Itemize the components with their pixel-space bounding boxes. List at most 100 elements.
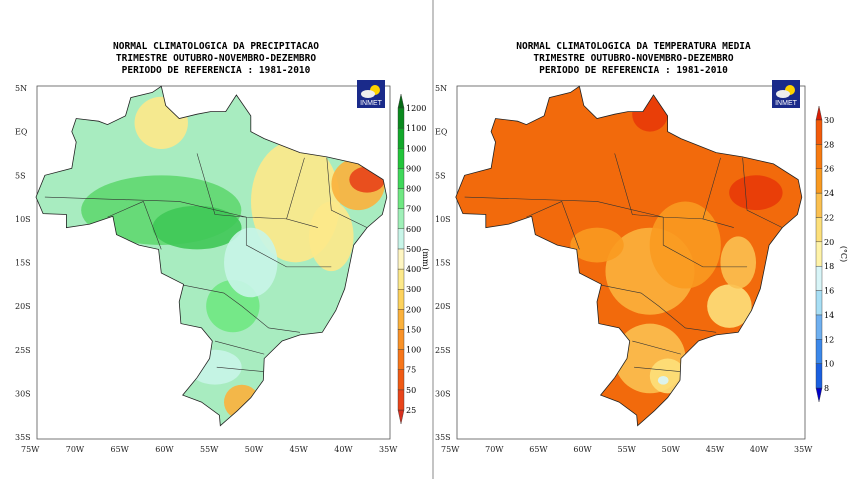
lat-tick-label: 15S — [15, 259, 31, 268]
colorbar-label: 300 — [406, 285, 421, 294]
lat-tick-label: 5S — [15, 171, 26, 180]
colorbar-unit: (°C) — [839, 246, 848, 262]
lat-tick-label: 5N — [435, 84, 447, 93]
colorbar-swatch — [815, 241, 823, 267]
colorbar-label: 12 — [824, 335, 834, 344]
colorbar-label: 14 — [824, 311, 834, 320]
map-frame — [456, 85, 806, 440]
lon-tick-label: 70W — [485, 445, 504, 454]
colorbar-swatch — [397, 268, 405, 290]
colorbar-label: 800 — [406, 185, 421, 194]
colorbar-label: 75 — [406, 366, 416, 375]
state-border — [632, 340, 681, 355]
contour-region — [152, 205, 242, 250]
lon-tick-label: 50W — [662, 445, 681, 454]
state-border — [702, 157, 734, 228]
state-border — [107, 201, 162, 250]
state-border — [286, 157, 318, 228]
colorbar-label: 1200 — [406, 104, 426, 113]
colorbar-label: 1100 — [406, 124, 426, 133]
map-title-line: NORMAL CLIMATOLOGICA DA PRECIPITACAO — [113, 41, 319, 52]
lat-tick-label: 10S — [15, 215, 31, 224]
lat-tick-label: 10S — [435, 215, 451, 224]
colorbar-label: 16 — [824, 287, 834, 296]
colorbar-arrow-top — [815, 105, 823, 121]
colorbar-swatch — [397, 107, 405, 129]
colorbar-label: 22 — [824, 213, 834, 222]
colorbar-swatch — [815, 168, 823, 194]
colorbar-label: 200 — [406, 305, 421, 314]
colorbar-swatch — [397, 168, 405, 189]
map-panel-temperature: NORMAL CLIMATOLOGICA DA TEMPERATURA MEDI… — [435, 41, 848, 454]
map-title-line: PERIODO DE REFERENCIA : 1981-2010 — [122, 65, 311, 76]
colorbar-swatch — [815, 265, 823, 291]
lon-tick-label: 55W — [200, 445, 219, 454]
contour-region — [309, 201, 354, 272]
lat-tick-label: 5N — [15, 84, 27, 93]
colorbar-swatch — [397, 329, 405, 350]
map-title-line: TRIMESTRE OUTUBRO-NOVEMBRO-DEZEMBRO — [116, 53, 316, 64]
colorbar-label: 900 — [406, 164, 421, 173]
contour-region — [134, 96, 188, 149]
map-title-line: NORMAL CLIMATOLOGICA DA TEMPERATURA MEDI… — [516, 41, 751, 52]
colorbar-swatch — [815, 363, 823, 389]
contour-region — [224, 227, 278, 298]
state-border — [214, 340, 265, 355]
contour-region — [349, 166, 385, 193]
colorbar-label: 18 — [824, 262, 834, 271]
state-border — [44, 196, 287, 220]
state-border — [464, 196, 703, 220]
map-frame — [36, 85, 391, 440]
lon-tick-label: 65W — [529, 445, 548, 454]
contour-region — [657, 375, 669, 385]
colorbar-label: 20 — [824, 238, 834, 247]
map-title-line: PERIODO DE REFERENCIA : 1981-2010 — [539, 65, 728, 76]
lat-tick-label: 20S — [15, 302, 31, 311]
colorbar-swatch — [815, 192, 823, 218]
colorbar-swatch — [397, 228, 405, 250]
contour-region — [570, 227, 624, 263]
contour-region — [632, 96, 668, 132]
lon-tick-label: 65W — [111, 445, 130, 454]
colorbar-label: 28 — [824, 140, 834, 149]
colorbar-unit: (mm) — [421, 248, 430, 269]
lon-tick-label: 45W — [706, 445, 725, 454]
colorbar-swatch — [815, 314, 823, 340]
colorbar-arrow-bottom — [397, 409, 405, 425]
lat-tick-label: 35S — [435, 433, 451, 442]
lat-tick-label: 25S — [435, 346, 451, 355]
colorbar-label: 8 — [824, 384, 829, 393]
lon-tick-label: 75W — [441, 445, 460, 454]
colorbar-swatch — [815, 119, 823, 145]
colorbar-swatch — [397, 127, 405, 149]
lat-tick-label: EQ — [15, 128, 28, 137]
map-title-line: TRIMESTRE OUTUBRO-NOVEMBRO-DEZEMBRO — [533, 53, 733, 64]
contour-region — [707, 284, 752, 328]
lat-tick-label: EQ — [435, 128, 448, 137]
lat-tick-label: 5S — [435, 171, 446, 180]
colorbar-label: 700 — [406, 205, 421, 214]
colorbar-swatch — [397, 289, 405, 310]
colorbar-swatch — [397, 369, 405, 391]
lon-tick-label: 60W — [573, 445, 592, 454]
logo-text: INMET — [360, 100, 383, 107]
lat-tick-label: 30S — [435, 389, 451, 398]
contour-region — [224, 384, 260, 420]
colorbar-swatch — [397, 349, 405, 370]
state-border — [526, 201, 580, 250]
colorbar-swatch — [815, 217, 823, 243]
colorbar-arrow-bottom — [815, 387, 823, 403]
state-border — [662, 217, 748, 268]
colorbar-label: 50 — [406, 386, 416, 395]
colorbar: 8 10 12 14 16 18 20 22 24 26 28 30 (°C) — [815, 105, 848, 403]
state-border — [196, 153, 247, 218]
lat-tick-label: 15S — [435, 259, 451, 268]
lon-tick-label: 45W — [290, 445, 309, 454]
logo-text: INMET — [775, 100, 798, 107]
colorbar-label: 500 — [406, 245, 421, 254]
colorbar-label: 10 — [824, 360, 834, 369]
lat-tick-label: 35S — [15, 433, 31, 442]
lon-tick-label: 35W — [379, 445, 398, 454]
contour-region — [188, 349, 242, 385]
